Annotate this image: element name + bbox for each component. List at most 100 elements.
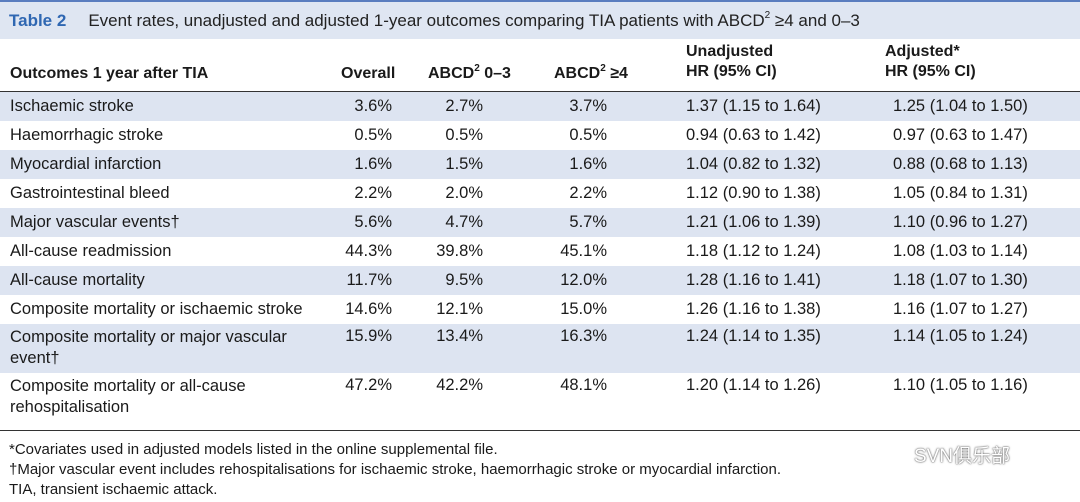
- cell-abcd-high: 48.1%: [560, 376, 607, 394]
- cell-abcd-high: 3.7%: [569, 97, 607, 115]
- cell-abcd-high: 15.0%: [560, 300, 607, 318]
- table-row: Ischaemic stroke 3.6% 2.7% 3.7% 1.37 (1.…: [0, 92, 1080, 121]
- cell-outcome: Composite mortality or major vascular ev…: [10, 328, 287, 367]
- header-unadjusted-line2: HR (95% CI): [686, 63, 777, 80]
- cell-abcd-low: 2.0%: [445, 184, 483, 202]
- cell-abcd-high: 12.0%: [560, 271, 607, 289]
- cell-abcd-high: 0.5%: [569, 126, 607, 144]
- table-row: All-cause readmission 44.3% 39.8% 45.1% …: [0, 237, 1080, 266]
- cell-outcome: Haemorrhagic stroke: [10, 126, 164, 144]
- cell-adjusted-hr: 1.18 (1.07 to 1.30): [893, 271, 1028, 289]
- header-outcomes: Outcomes 1 year after TIA: [10, 65, 209, 82]
- table-title: Event rates, unadjusted and adjusted 1-y…: [88, 9, 860, 31]
- cell-abcd-low: 1.5%: [445, 155, 483, 173]
- cell-overall: 44.3%: [345, 242, 392, 260]
- header-abcd-high-suffix: ≥4: [605, 65, 628, 82]
- header-unadjusted: Unadjusted HR (95% CI): [686, 42, 777, 82]
- cell-adjusted-hr: 1.05 (0.84 to 1.31): [893, 184, 1028, 202]
- cell-outcome: Myocardial infarction: [10, 155, 162, 173]
- footnote: †Major vascular event includes rehospita…: [9, 461, 782, 478]
- cell-overall: 3.6%: [354, 97, 392, 115]
- cell-unadjusted-hr: 1.26 (1.16 to 1.38): [686, 300, 821, 318]
- cell-outcome: Composite mortality or all-cause rehospi…: [10, 377, 246, 416]
- cell-unadjusted-hr: 1.04 (0.82 to 1.32): [686, 155, 821, 173]
- table-bottom-rule: [0, 430, 1080, 431]
- cell-unadjusted-hr: 1.18 (1.12 to 1.24): [686, 242, 821, 260]
- cell-unadjusted-hr: 0.94 (0.63 to 1.42): [686, 126, 821, 144]
- cell-abcd-high: 5.7%: [569, 213, 607, 231]
- cell-abcd-low: 2.7%: [445, 97, 483, 115]
- cell-abcd-low: 0.5%: [445, 126, 483, 144]
- cell-overall: 47.2%: [345, 376, 392, 394]
- cell-overall: 15.9%: [345, 327, 392, 345]
- cell-unadjusted-hr: 1.28 (1.16 to 1.41): [686, 271, 821, 289]
- table-title-text: Event rates, unadjusted and adjusted 1-y…: [88, 10, 765, 30]
- cell-abcd-low: 9.5%: [445, 271, 483, 289]
- header-abcd-high-sup: 2: [600, 62, 606, 74]
- cell-adjusted-hr: 1.25 (1.04 to 1.50): [893, 97, 1028, 115]
- table-label: Table 2: [9, 10, 67, 30]
- table-row: Haemorrhagic stroke 0.5% 0.5% 0.5% 0.94 …: [0, 121, 1080, 150]
- cell-unadjusted-hr: 1.24 (1.14 to 1.35): [686, 327, 821, 345]
- cell-overall: 11.7%: [346, 271, 392, 289]
- cell-unadjusted-hr: 1.37 (1.15 to 1.64): [686, 97, 821, 115]
- header-abcd-low-suffix: 0–3: [479, 65, 511, 82]
- cell-outcome: Ischaemic stroke: [10, 97, 134, 115]
- footnote: *Covariates used in adjusted models list…: [9, 441, 498, 458]
- cell-abcd-high: 1.6%: [569, 155, 607, 173]
- header-abcd-low-sup: 2: [474, 62, 480, 74]
- footnote: TIA, transient ischaemic attack.: [9, 481, 218, 498]
- cell-overall: 5.6%: [354, 213, 392, 231]
- cell-abcd-low: 13.4%: [436, 327, 483, 345]
- header-abcd-high: ABCD2 ≥4: [554, 62, 628, 84]
- header-adjusted-line1: Adjusted*: [885, 43, 960, 60]
- cell-outcome: Composite mortality or ischaemic stroke: [10, 300, 303, 318]
- wechat-icon: [880, 443, 908, 465]
- cell-abcd-low: 4.7%: [445, 213, 483, 231]
- table-row: Composite mortality or major vascular ev…: [0, 324, 1080, 373]
- cell-adjusted-hr: 1.16 (1.07 to 1.27): [893, 300, 1028, 318]
- cell-adjusted-hr: 0.97 (0.63 to 1.47): [893, 126, 1028, 144]
- cell-outcome: Major vascular events†: [10, 213, 180, 231]
- cell-unadjusted-hr: 1.12 (0.90 to 1.38): [686, 184, 821, 202]
- header-adjusted: Adjusted* HR (95% CI): [885, 42, 976, 82]
- cell-overall: 2.2%: [354, 184, 392, 202]
- cell-overall: 0.5%: [354, 126, 392, 144]
- watermark-text: SVN俱乐部: [914, 446, 1011, 467]
- cell-outcome: All-cause mortality: [10, 271, 145, 289]
- header-unadjusted-line1: Unadjusted: [686, 43, 774, 60]
- table-title-suffix: ≥4 and 0–3: [770, 10, 860, 30]
- header-overall: Overall: [341, 65, 396, 82]
- table-header: Outcomes 1 year after TIA Overall ABCD2 …: [0, 39, 1080, 92]
- watermark: SVN俱乐部: [880, 441, 1010, 468]
- table-footnotes: *Covariates used in adjusted models list…: [9, 440, 781, 500]
- table-row: Composite mortality or all-cause rehospi…: [0, 373, 1080, 421]
- cell-adjusted-hr: 1.08 (1.03 to 1.14): [893, 242, 1028, 260]
- cell-adjusted-hr: 1.10 (1.05 to 1.16): [893, 376, 1028, 394]
- table-body: Ischaemic stroke 3.6% 2.7% 3.7% 1.37 (1.…: [0, 92, 1080, 421]
- cell-abcd-low: 39.8%: [436, 242, 483, 260]
- table-title-superscript: 2: [764, 9, 771, 21]
- table-row: Gastrointestinal bleed 2.2% 2.0% 2.2% 1.…: [0, 179, 1080, 208]
- header-adjusted-line2: HR (95% CI): [885, 63, 976, 80]
- cell-abcd-high: 2.2%: [569, 184, 607, 202]
- header-abcd-low-prefix: ABCD: [428, 65, 475, 82]
- cell-abcd-low: 42.2%: [436, 376, 483, 394]
- cell-unadjusted-hr: 1.21 (1.06 to 1.39): [686, 213, 821, 231]
- table-title-bar: Table 2 Event rates, unadjusted and adju…: [0, 0, 1080, 39]
- table-row: Myocardial infarction 1.6% 1.5% 1.6% 1.0…: [0, 150, 1080, 179]
- table-row: All-cause mortality 11.7% 9.5% 12.0% 1.2…: [0, 266, 1080, 295]
- header-abcd-high-prefix: ABCD: [554, 65, 601, 82]
- table-row: Composite mortality or ischaemic stroke …: [0, 295, 1080, 324]
- cell-overall: 1.6%: [354, 155, 392, 173]
- header-abcd-low: ABCD2 0–3: [428, 62, 511, 84]
- cell-adjusted-hr: 1.10 (0.96 to 1.27): [893, 213, 1028, 231]
- cell-adjusted-hr: 1.14 (1.05 to 1.24): [893, 327, 1028, 345]
- cell-outcome: All-cause readmission: [10, 242, 172, 260]
- cell-abcd-high: 45.1%: [560, 242, 607, 260]
- cell-abcd-low: 12.1%: [436, 300, 483, 318]
- cell-abcd-high: 16.3%: [560, 327, 607, 345]
- cell-outcome: Gastrointestinal bleed: [10, 184, 170, 202]
- cell-adjusted-hr: 0.88 (0.68 to 1.13): [893, 155, 1028, 173]
- cell-overall: 14.6%: [345, 300, 392, 318]
